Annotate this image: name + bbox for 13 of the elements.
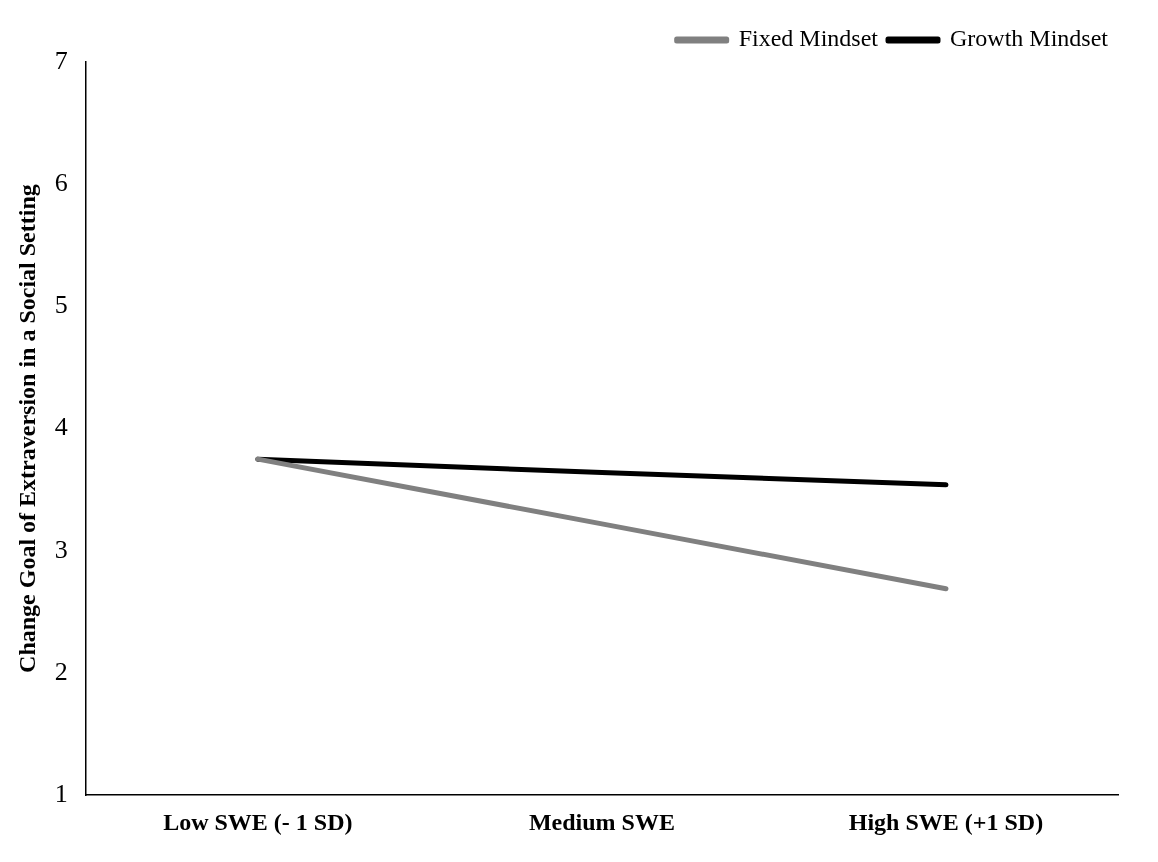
y-tick-label: 3 [54,534,68,564]
y-tick-label: 7 [54,45,68,75]
x-tick-label: Low SWE (- 1 SD) [163,808,353,835]
legend-label: Growth Mindset [950,25,1109,52]
y-tick-label: 6 [54,168,68,198]
legend-label: Fixed Mindset [738,25,879,52]
y-tick-label: 2 [54,656,68,686]
x-tick-label: High SWE (+1 SD) [848,808,1044,835]
y-tick-label: 5 [54,290,68,320]
x-tick-label: Medium SWE [528,808,675,835]
y-tick-label: 4 [54,412,68,442]
y-axis-title: Change Goal of Extraversion in a Social Setting [13,184,40,673]
y-tick-label: 1 [54,779,68,809]
